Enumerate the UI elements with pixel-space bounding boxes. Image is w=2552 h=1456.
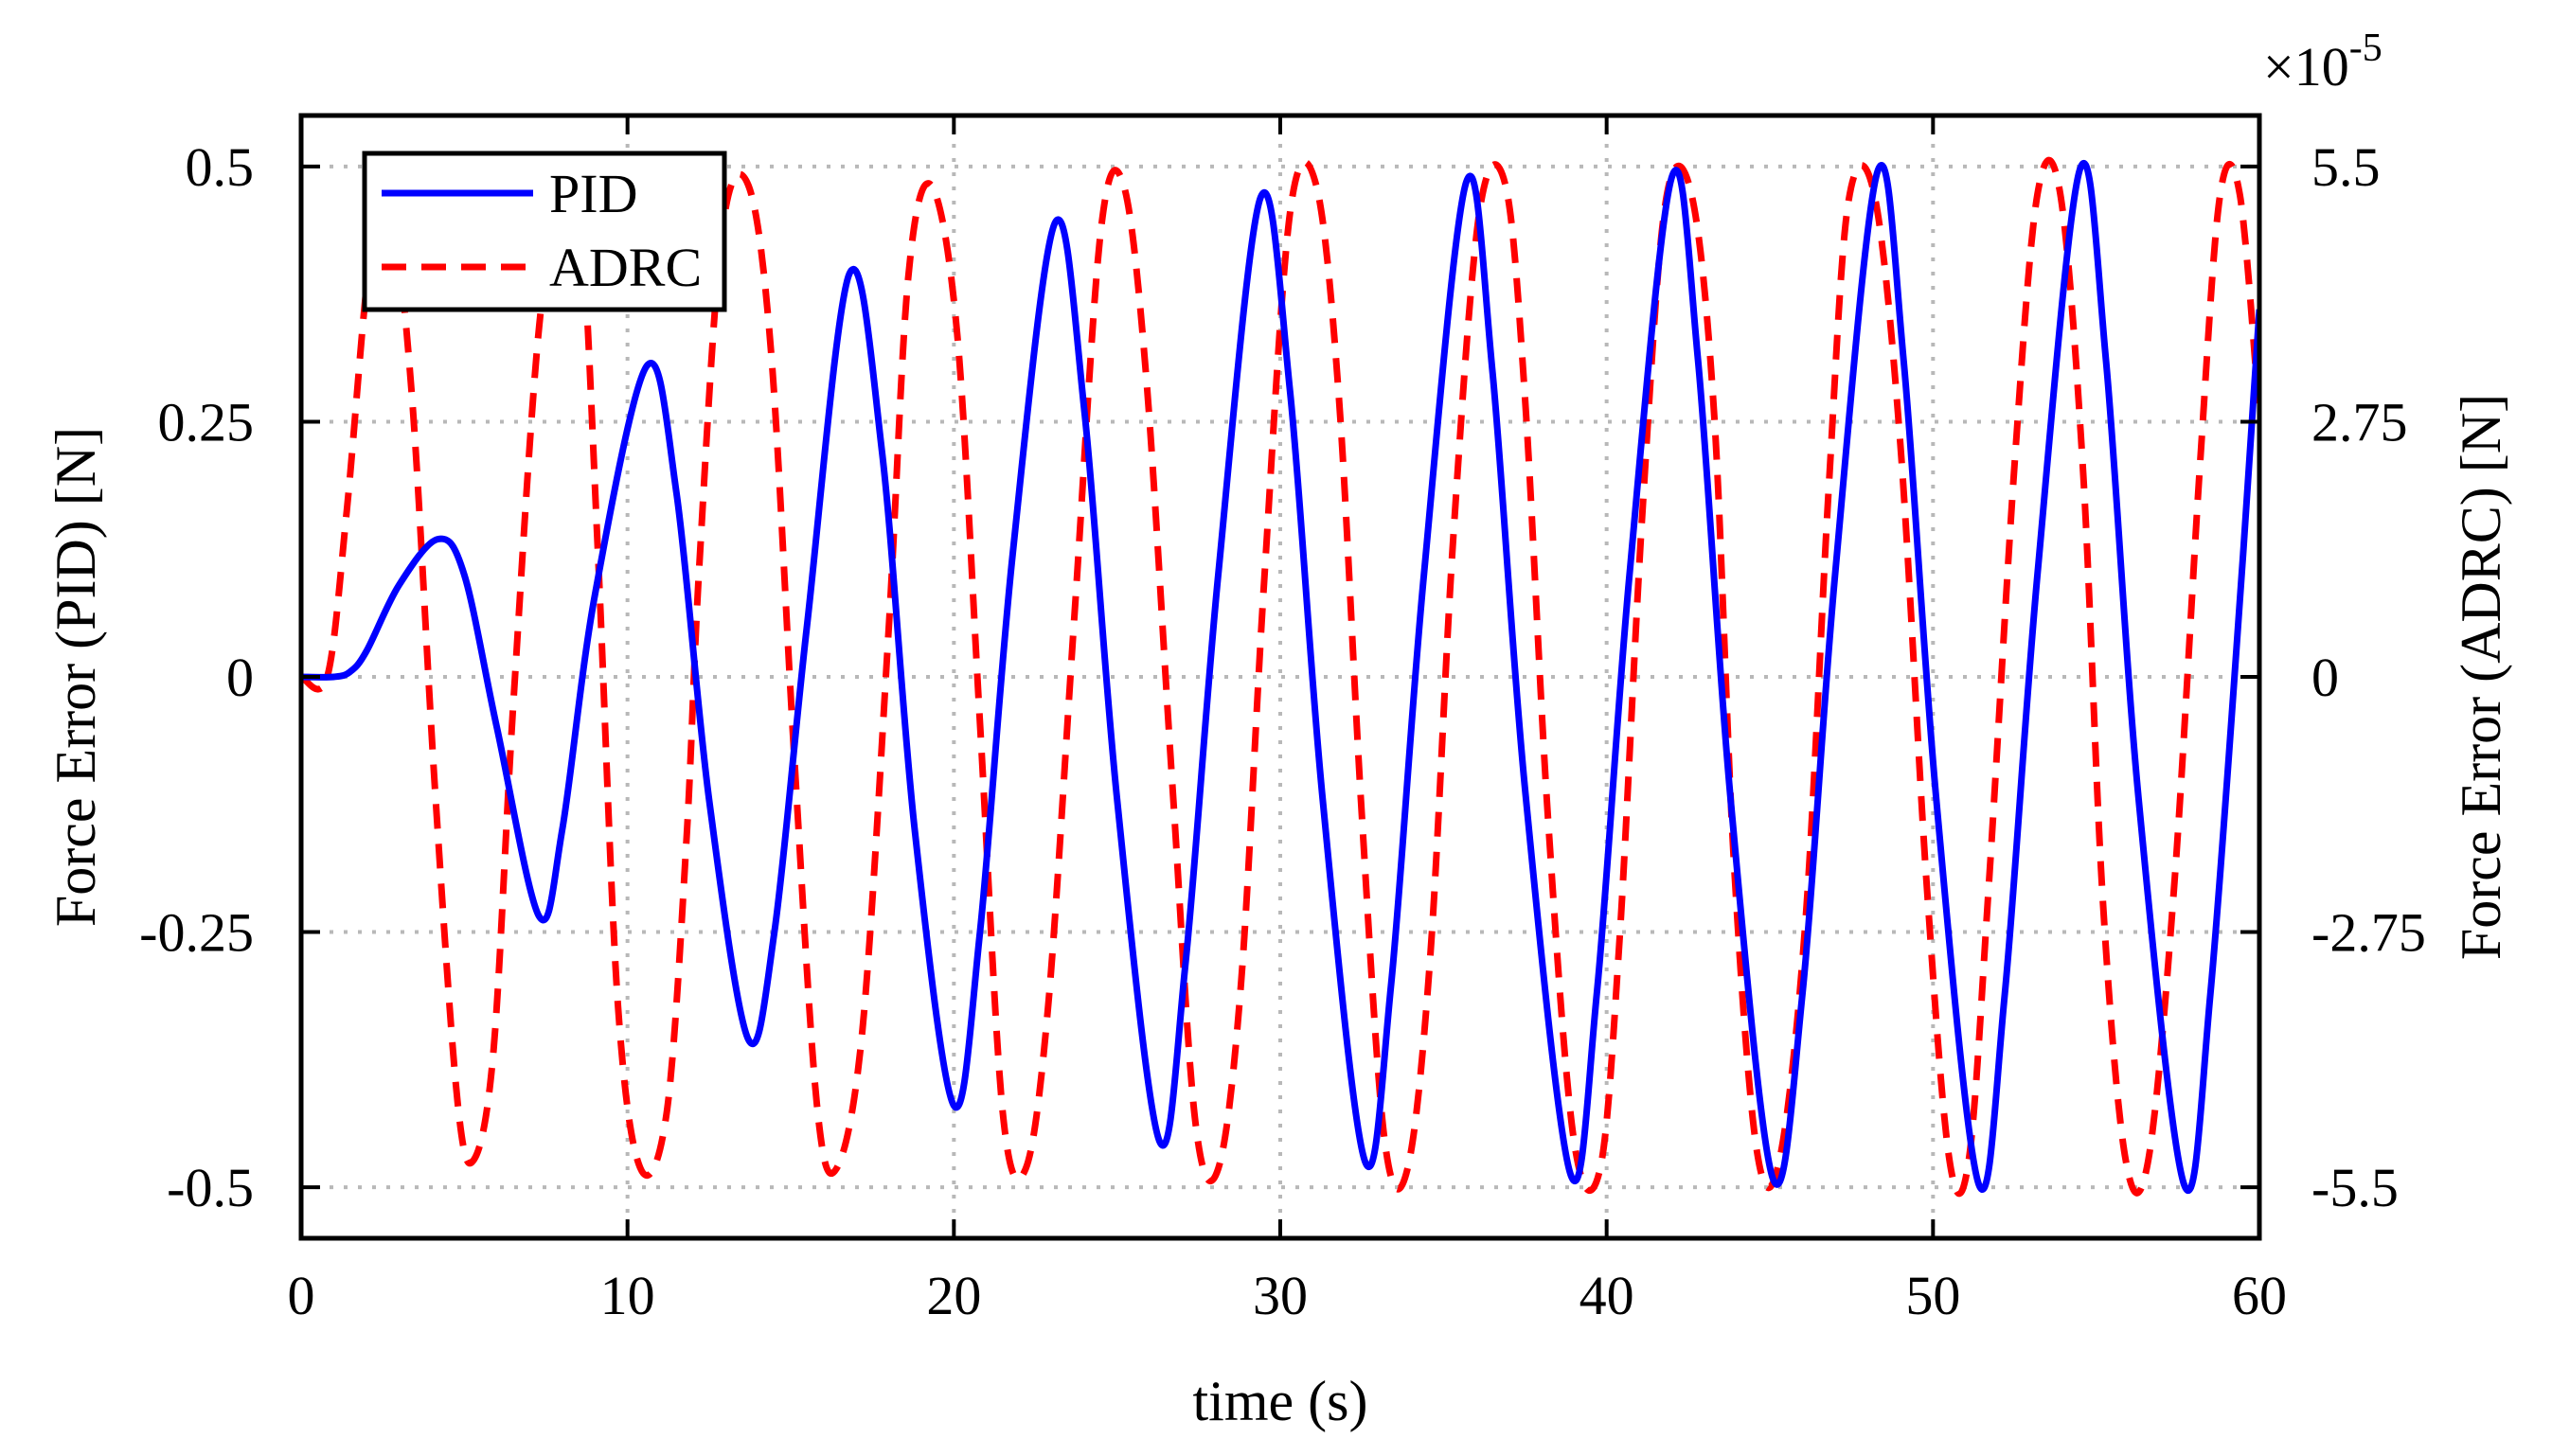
y-left-tick-label: -0.25	[139, 902, 254, 964]
series-layer	[301, 156, 2259, 1198]
right-axis-exponent-label: ×10-5	[2263, 27, 2382, 98]
x-tick-label: 10	[600, 1265, 655, 1326]
ticks: 0 10 20 30 40 50 60 0.5 0.25 0 -0.25 -0.5 5.5 2.75 0 -2…	[139, 115, 2426, 1326]
exponent-base: ×10	[2263, 36, 2349, 98]
legend-label-pid: PID	[549, 163, 637, 224]
y-right-tick-label: -5.5	[2311, 1157, 2399, 1218]
y-left-tick-label: -0.5	[167, 1157, 254, 1218]
legend-box	[362, 151, 727, 312]
series-line-adrc	[301, 156, 2259, 1198]
y-right-tick-label: 2.75	[2311, 391, 2408, 453]
x-axis-label: time (s)	[1193, 1370, 1368, 1432]
x-tick-label: 50	[1905, 1265, 1960, 1326]
legend-label-adrc: ADRC	[549, 237, 702, 298]
exponent-power: -5	[2349, 27, 2382, 70]
x-tick-label: 40	[1579, 1265, 1634, 1326]
y-left-tick-label: 0	[226, 647, 254, 708]
y-axis-right-label: Force Error (ADRC) [N]	[2450, 394, 2512, 960]
y-left-tick-label: 0.5	[186, 136, 255, 198]
series-line-pid	[301, 159, 2259, 1195]
legend: PID ADRC	[362, 151, 727, 312]
y-axis-left-label: Force Error (PID) [N]	[45, 427, 107, 927]
x-tick-label: 20	[926, 1265, 981, 1326]
y-right-tick-label: -2.75	[2311, 902, 2426, 964]
y-left-tick-label: 0.25	[158, 391, 255, 453]
x-tick-label: 30	[1253, 1265, 1308, 1326]
y-right-tick-label: 5.5	[2311, 136, 2381, 198]
x-tick-label: 0	[288, 1265, 315, 1326]
y-right-tick-label: 0	[2311, 647, 2339, 708]
x-tick-label: 60	[2232, 1265, 2287, 1326]
